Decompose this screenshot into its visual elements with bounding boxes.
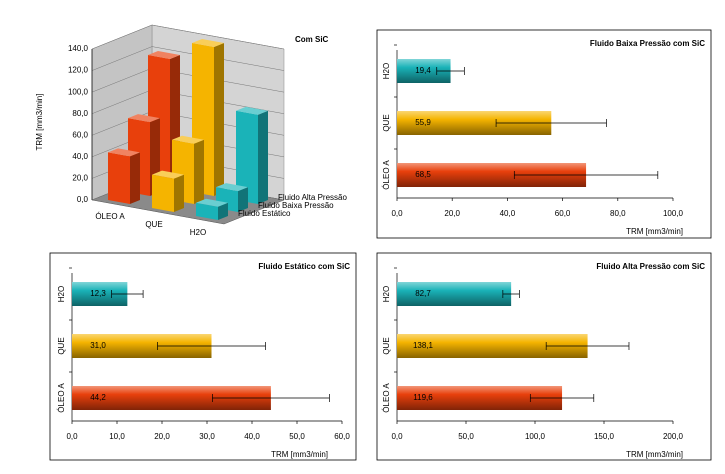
x-tick-label: 50,0 — [458, 432, 474, 441]
y-tick-label: H2O — [382, 63, 391, 79]
y-tick-label: 140,0 — [68, 44, 89, 53]
bar — [152, 170, 184, 212]
x-tick-label: 60,0 — [555, 209, 571, 218]
bar — [196, 198, 228, 220]
bar — [397, 282, 512, 306]
bar — [236, 106, 268, 204]
error-bar — [495, 119, 607, 127]
bar-top — [152, 170, 184, 179]
value-label: 82,7 — [415, 289, 431, 298]
bar — [108, 148, 140, 204]
bar-front — [152, 174, 174, 212]
x-tick-label: 40,0 — [244, 432, 260, 441]
legend-label: Fluido Baixa Pressão — [258, 201, 334, 210]
x-tick-label: 20,0 — [444, 209, 460, 218]
x-tick-label: ÓLEO A — [95, 212, 125, 221]
x-tick-label: 0,0 — [66, 432, 78, 441]
value-label: 68,5 — [415, 170, 431, 179]
x-axis-label: TRM [mm3/min] — [271, 450, 328, 459]
bar-side — [238, 187, 248, 212]
grid-line — [91, 46, 285, 71]
bar-side — [130, 152, 140, 204]
bar-side — [258, 110, 268, 204]
value-label: 138,1 — [413, 341, 434, 350]
x-tick-label: 50,0 — [289, 432, 305, 441]
x-tick-label: 80,0 — [610, 209, 626, 218]
x-tick-label: 30,0 — [199, 432, 215, 441]
x-tick-label: 100,0 — [525, 432, 546, 441]
value-label: 12,3 — [90, 289, 106, 298]
error-bar — [212, 394, 330, 402]
x-tick-label: 100,0 — [663, 209, 684, 218]
bar-top — [236, 106, 268, 115]
x-tick-label: 0,0 — [391, 432, 403, 441]
y-tick-label: 20,0 — [72, 174, 88, 183]
error-bar — [157, 342, 266, 350]
y-tick-label: 0,0 — [77, 195, 89, 204]
x-tick-label: 10,0 — [109, 432, 125, 441]
bar-top — [128, 114, 160, 123]
y-tick-label: H2O — [57, 286, 66, 302]
panel-frame — [376, 29, 712, 239]
y-tick-label: QUE — [382, 337, 391, 354]
legend-label: Fluido Alta Pressão — [278, 193, 347, 202]
x-tick-label: 60,0 — [334, 432, 350, 441]
value-label: 119,6 — [413, 393, 433, 402]
bar-top — [108, 148, 140, 157]
bar-side — [194, 139, 204, 204]
x-tick-label: 0,0 — [391, 209, 403, 218]
legend-label: Fluido Estático — [238, 209, 291, 218]
bar-front — [236, 110, 258, 204]
bar-front — [108, 152, 130, 204]
bar-top — [216, 183, 248, 192]
x-tick-label: QUE — [145, 220, 162, 229]
x-axis-label: TRM [mm3/min] — [626, 227, 683, 236]
y-tick-label: 120,0 — [68, 66, 89, 75]
y-tick-label: 40,0 — [72, 152, 88, 161]
panel-frame — [49, 252, 357, 461]
grid-line — [91, 24, 285, 50]
y-tick-label: ÓLEO A — [57, 383, 66, 413]
x-axis-label: TRM [mm3/min] — [626, 450, 683, 459]
y-tick-label: QUE — [57, 337, 66, 354]
bar-top — [192, 39, 224, 48]
bar-top — [196, 198, 228, 207]
x-tick-label: 40,0 — [500, 209, 516, 218]
bar-top — [148, 51, 180, 60]
bar-side — [214, 43, 224, 196]
y-axis-label: TRM [mm3/min] — [35, 94, 44, 151]
bar-front — [196, 202, 218, 220]
x-tick-label: 20,0 — [154, 432, 170, 441]
y-tick-label: ÓLEO A — [382, 383, 391, 413]
y-tick-label: 100,0 — [68, 87, 89, 96]
y-tick-label: 80,0 — [72, 109, 88, 118]
chart-title: Fluido Alta Pressão com SiC — [596, 262, 705, 271]
y-tick-label: ÓLEO A — [382, 160, 391, 190]
value-label: 31,0 — [90, 341, 106, 350]
chart-title: Fluido Estático com SiC — [258, 262, 350, 271]
x-tick-label: 200,0 — [663, 432, 684, 441]
value-label: 19,4 — [415, 66, 431, 75]
bar-side — [174, 174, 184, 212]
bar-top — [172, 135, 204, 144]
value-label: 44,2 — [90, 393, 106, 402]
x-tick-label: 150,0 — [594, 432, 615, 441]
error-bar — [436, 67, 465, 75]
y-tick-label: QUE — [382, 114, 391, 131]
error-bar — [111, 290, 144, 298]
bar-side — [218, 202, 228, 220]
error-bar — [513, 171, 659, 179]
chart-title: Com SiC — [295, 35, 329, 44]
value-label: 55,9 — [415, 118, 431, 127]
bar — [172, 135, 204, 204]
y-tick-label: H2O — [382, 286, 391, 302]
error-bar — [545, 342, 630, 350]
x-tick-label: H2O — [190, 228, 206, 237]
error-bar — [529, 394, 595, 402]
error-bar — [502, 290, 520, 298]
chart-title: Fluido Baixa Pressão com SiC — [590, 39, 705, 48]
y-tick-label: 60,0 — [72, 130, 88, 139]
panel-frame — [376, 252, 712, 461]
